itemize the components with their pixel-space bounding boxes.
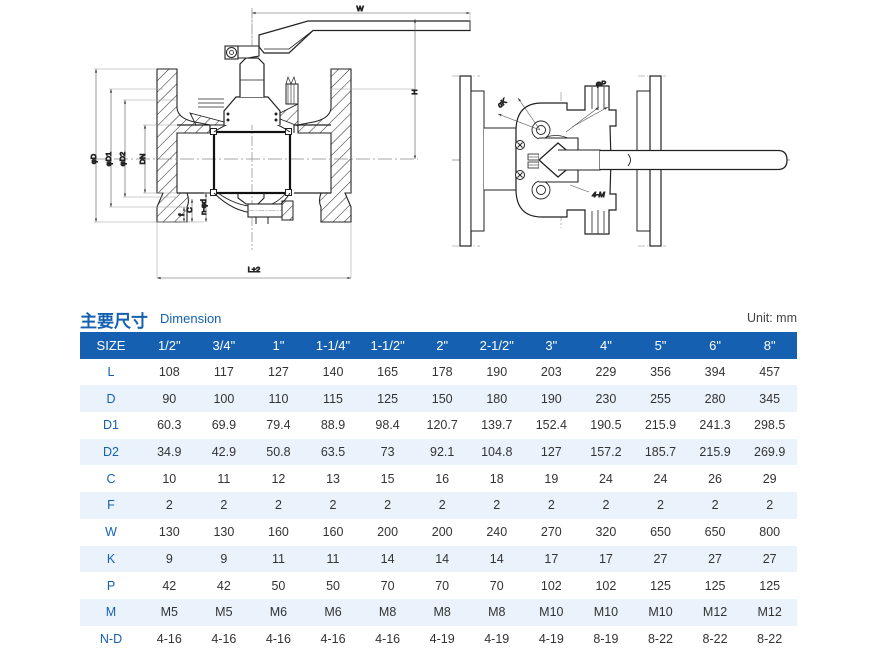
svg-text:W: W <box>356 4 364 13</box>
svg-text:H: H <box>410 89 419 94</box>
svg-text:4-M: 4-M <box>592 190 606 199</box>
svg-text:n-φd: n-φd <box>199 199 208 215</box>
svg-text:φD2: φD2 <box>118 152 127 166</box>
svg-text:φD: φD <box>89 153 98 164</box>
svg-text:αK: αK <box>496 96 510 110</box>
svg-text:φP: φP <box>596 79 606 88</box>
svg-text:φD1: φD1 <box>104 152 113 166</box>
svg-text:DN: DN <box>138 154 147 165</box>
svg-text:C: C <box>185 207 194 213</box>
svg-text:L±2: L±2 <box>248 265 260 274</box>
